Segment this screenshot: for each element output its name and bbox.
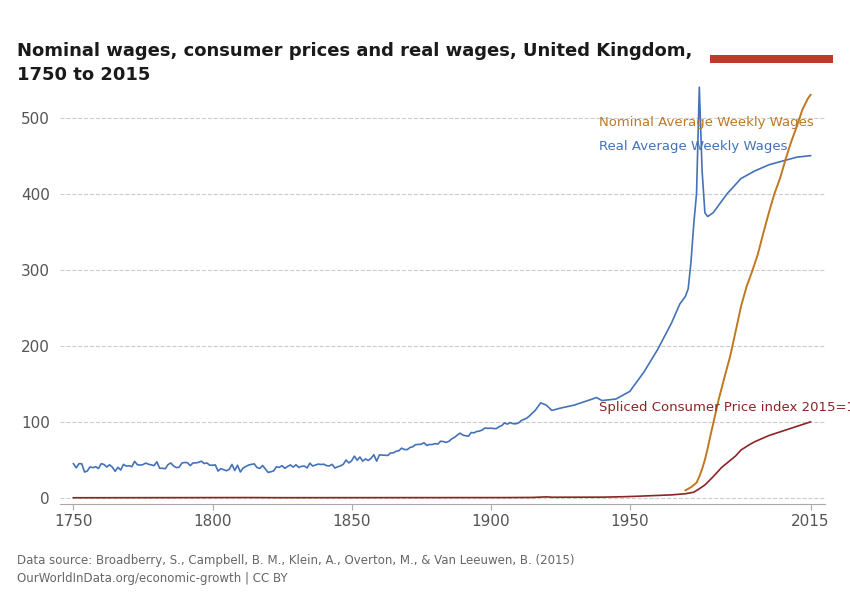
Text: Data source: Broadberry, S., Campbell, B. M., Klein, A., Overton, M., & Van Leeu: Data source: Broadberry, S., Campbell, B…	[17, 554, 575, 585]
Text: Nominal Average Weekly Wages: Nominal Average Weekly Wages	[598, 116, 813, 129]
Text: Nominal wages, consumer prices and real wages, United Kingdom,
1750 to 2015: Nominal wages, consumer prices and real …	[17, 42, 693, 83]
Text: Spliced Consumer Price index 2015=100: Spliced Consumer Price index 2015=100	[598, 401, 850, 414]
Text: Real Average Weekly Wages: Real Average Weekly Wages	[598, 140, 787, 153]
Text: in Data: in Data	[749, 37, 794, 47]
Bar	[710, 55, 833, 63]
Text: Our World: Our World	[740, 20, 803, 30]
